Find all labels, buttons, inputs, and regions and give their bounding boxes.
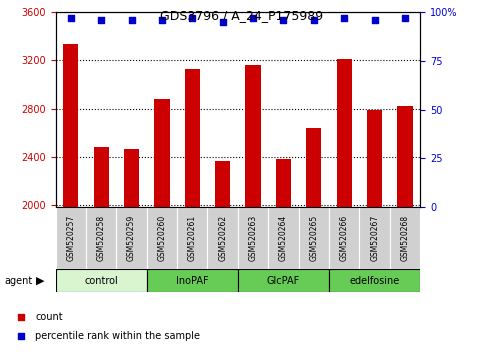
Bar bbox=[245, 65, 261, 207]
Text: count: count bbox=[35, 312, 63, 322]
Bar bbox=[359, 207, 390, 269]
Bar bbox=[124, 149, 139, 207]
Text: GDS3796 / A_24_P175989: GDS3796 / A_24_P175989 bbox=[160, 9, 323, 22]
Bar bbox=[337, 59, 352, 207]
Text: control: control bbox=[84, 275, 118, 286]
Text: GSM520264: GSM520264 bbox=[279, 215, 288, 261]
Bar bbox=[116, 207, 147, 269]
Bar bbox=[329, 207, 359, 269]
Text: GSM520266: GSM520266 bbox=[340, 215, 349, 261]
Bar bbox=[147, 207, 177, 269]
Point bbox=[280, 17, 287, 23]
Bar bbox=[306, 128, 322, 207]
Text: GSM520262: GSM520262 bbox=[218, 215, 227, 261]
Bar bbox=[185, 69, 200, 207]
Bar bbox=[238, 269, 329, 292]
Point bbox=[249, 16, 257, 21]
Point bbox=[341, 16, 348, 21]
Bar bbox=[329, 269, 420, 292]
Text: GSM520258: GSM520258 bbox=[97, 215, 106, 261]
Point bbox=[219, 19, 227, 25]
Text: GSM520265: GSM520265 bbox=[309, 215, 318, 261]
Text: GSM520257: GSM520257 bbox=[66, 215, 75, 261]
Bar bbox=[56, 207, 86, 269]
Bar bbox=[177, 207, 208, 269]
Bar bbox=[367, 110, 382, 207]
Bar bbox=[215, 161, 230, 207]
Bar bbox=[154, 99, 170, 207]
Text: GlcPAF: GlcPAF bbox=[267, 275, 300, 286]
Bar bbox=[298, 207, 329, 269]
Bar bbox=[94, 147, 109, 207]
Bar bbox=[56, 269, 147, 292]
Text: GSM520267: GSM520267 bbox=[370, 215, 379, 261]
Point bbox=[67, 16, 74, 21]
Text: GSM520268: GSM520268 bbox=[400, 215, 410, 261]
Point bbox=[158, 17, 166, 23]
Text: GSM520259: GSM520259 bbox=[127, 215, 136, 261]
Bar bbox=[276, 159, 291, 207]
Point bbox=[401, 16, 409, 21]
Point bbox=[128, 17, 135, 23]
Point bbox=[188, 16, 196, 21]
Bar bbox=[208, 207, 238, 269]
Text: GSM520263: GSM520263 bbox=[249, 215, 257, 261]
Point bbox=[310, 17, 318, 23]
Bar bbox=[86, 207, 116, 269]
Bar bbox=[238, 207, 268, 269]
Bar bbox=[398, 106, 412, 207]
Text: InoPAF: InoPAF bbox=[176, 275, 209, 286]
Point bbox=[371, 17, 379, 23]
Text: agent: agent bbox=[5, 275, 33, 286]
Text: GSM520260: GSM520260 bbox=[157, 215, 167, 261]
Point bbox=[17, 333, 25, 339]
Text: GSM520261: GSM520261 bbox=[188, 215, 197, 261]
Text: percentile rank within the sample: percentile rank within the sample bbox=[35, 331, 200, 341]
Bar bbox=[268, 207, 298, 269]
Point bbox=[17, 314, 25, 320]
Bar bbox=[63, 44, 78, 207]
Point bbox=[97, 17, 105, 23]
Text: ▶: ▶ bbox=[36, 275, 44, 286]
Text: edelfosine: edelfosine bbox=[350, 275, 400, 286]
Bar bbox=[390, 207, 420, 269]
Bar bbox=[147, 269, 238, 292]
